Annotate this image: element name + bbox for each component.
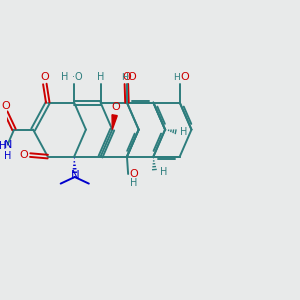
Text: H: H (0, 141, 7, 151)
Text: O: O (129, 169, 138, 179)
Text: O: O (128, 72, 136, 82)
Text: H: H (61, 72, 68, 82)
Text: O: O (2, 100, 10, 111)
Text: H: H (130, 178, 137, 188)
Text: H: H (121, 73, 128, 82)
Text: O: O (181, 72, 189, 82)
Text: H: H (97, 72, 104, 82)
Text: N: N (71, 169, 80, 182)
Text: H: H (173, 73, 180, 82)
Text: H: H (4, 151, 12, 161)
Text: H: H (160, 167, 167, 177)
Text: O: O (40, 72, 49, 82)
Text: N: N (4, 140, 12, 150)
Text: O: O (122, 72, 131, 82)
Text: O: O (111, 102, 120, 112)
Text: H: H (180, 127, 187, 137)
Text: O: O (19, 149, 28, 160)
Text: ·O: ·O (72, 72, 83, 82)
Polygon shape (112, 115, 117, 130)
